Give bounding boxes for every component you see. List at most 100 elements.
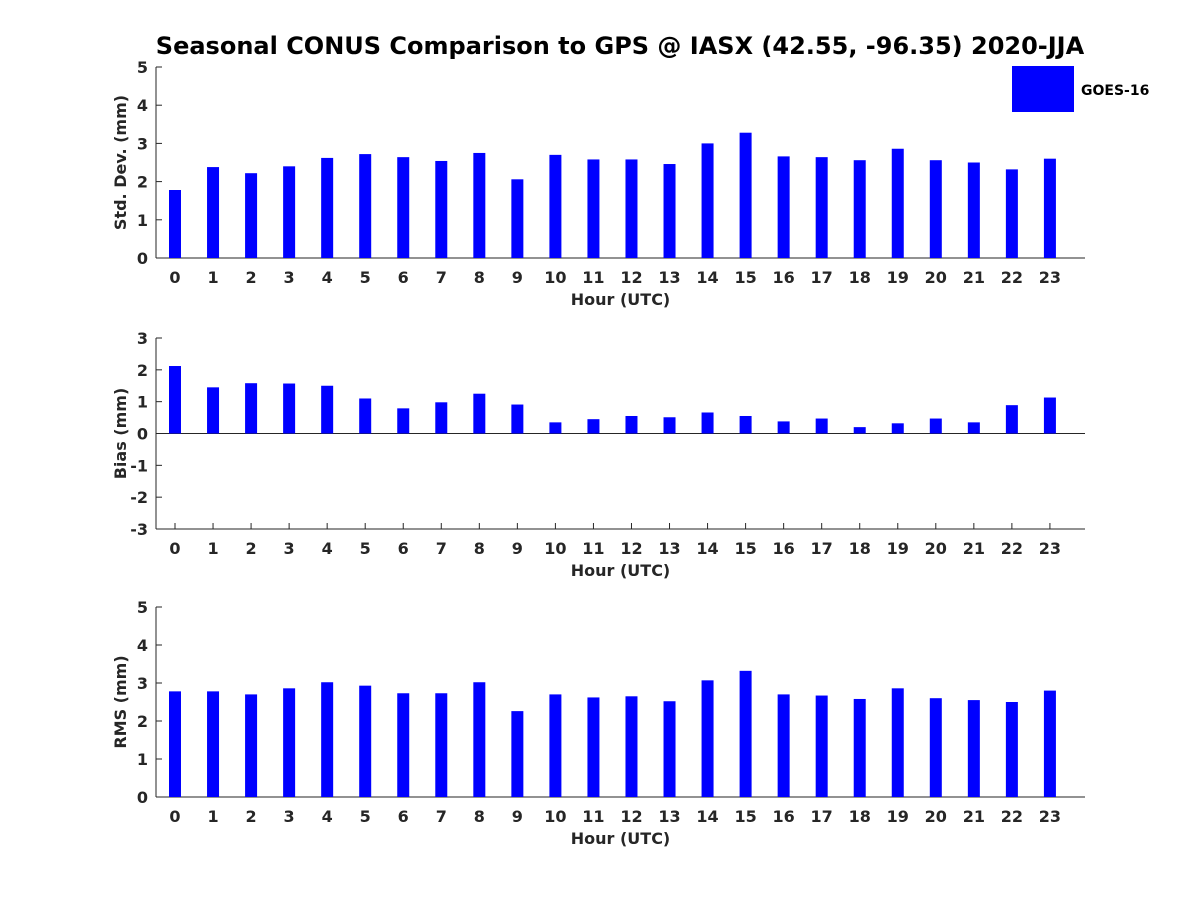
bias-x-tick-label: 15: [734, 539, 756, 558]
std-dev-bar-hour-15: [739, 132, 752, 258]
std-dev-x-tick-label: 2: [246, 268, 257, 287]
rms-x-tick-label: 12: [620, 807, 642, 826]
bias-bar-hour-10: [549, 422, 562, 434]
std-dev-x-tick-label: 22: [1001, 268, 1023, 287]
rms-x-tick-label: 18: [849, 807, 871, 826]
bias-bar-hour-12: [625, 415, 638, 434]
bias-bar-hour-16: [777, 421, 790, 434]
rms-x-tick-label: 20: [925, 807, 947, 826]
bias-bar-hour-3: [283, 383, 296, 434]
rms-x-axis-label: Hour (UTC): [571, 829, 671, 848]
bias-bar-hour-18: [853, 427, 866, 434]
bias-x-tick-label: 20: [925, 539, 947, 558]
rms-x-tick-label: 19: [887, 807, 909, 826]
rms-bar-hour-9: [511, 711, 524, 797]
rms-y-axis-label: RMS (mm): [111, 655, 130, 748]
bias-x-tick-label: 10: [544, 539, 566, 558]
std-dev-x-tick-label: 3: [284, 268, 295, 287]
std-dev-bar-hour-14: [701, 143, 714, 258]
rms-bar-hour-10: [549, 694, 562, 797]
rms-y-tick-label: 2: [137, 712, 148, 731]
bias-bar-hour-20: [929, 418, 942, 434]
rms-bar-hour-2: [245, 694, 258, 797]
bias-y-tick-label: 2: [137, 361, 148, 380]
std-dev-y-tick-label: 4: [137, 96, 148, 115]
rms-x-tick-label: 15: [734, 807, 756, 826]
rms-bar-hour-14: [701, 680, 714, 797]
std-dev-x-tick-label: 20: [925, 268, 947, 287]
rms-bar-hour-15: [739, 670, 752, 797]
std-dev-y-tick-label: 1: [137, 211, 148, 230]
bias-y-tick-label: 0: [137, 425, 148, 444]
legend-swatch: [1012, 66, 1074, 112]
rms-y-tick-label: 5: [137, 598, 148, 617]
bias-x-tick-label: 18: [849, 539, 871, 558]
std-dev-bar-hour-4: [321, 157, 334, 258]
std-dev-y-tick-label: 2: [137, 173, 148, 192]
bias-bar-hour-13: [663, 417, 676, 434]
rms-bar-hour-23: [1043, 690, 1056, 797]
bias-bar-hour-11: [587, 419, 600, 434]
bias-bar-hour-4: [321, 385, 334, 434]
bias-bar-hour-6: [397, 408, 410, 434]
std-dev-bar-hour-12: [625, 159, 638, 258]
legend: GOES-16: [1012, 66, 1149, 112]
rms-x-tick-label: 10: [544, 807, 566, 826]
std-dev-bar-hour-22: [1005, 169, 1018, 258]
std-dev-bar-hour-18: [853, 160, 866, 258]
rms-bar-hour-17: [815, 695, 828, 797]
std-dev-x-axis-label: Hour (UTC): [571, 290, 671, 309]
rms-bar-hour-8: [473, 682, 486, 797]
std-dev-bar-hour-23: [1043, 158, 1056, 258]
rms-x-tick-label: 21: [963, 807, 985, 826]
rms-x-tick-label: 2: [246, 807, 257, 826]
rms-x-tick-label: 1: [207, 807, 218, 826]
bias-x-tick-label: 8: [474, 539, 485, 558]
std-dev-x-tick-label: 10: [544, 268, 566, 287]
bias-bar-hour-23: [1043, 397, 1056, 434]
rms-bar-hour-1: [207, 691, 220, 797]
std-dev-x-tick-label: 19: [887, 268, 909, 287]
bias-x-tick-label: 14: [696, 539, 718, 558]
bias-x-tick-label: 5: [360, 539, 371, 558]
rms-x-tick-label: 8: [474, 807, 485, 826]
bias-bar-hour-1: [207, 387, 220, 434]
std-dev-bar-hour-20: [929, 160, 942, 258]
bias-x-axis-label: Hour (UTC): [571, 561, 671, 580]
bias-y-tick-label: -2: [130, 488, 148, 507]
std-dev-x-tick-label: 1: [207, 268, 218, 287]
rms-x-tick-label: 7: [436, 807, 447, 826]
std-dev-x-tick-label: 18: [849, 268, 871, 287]
std-dev-bar-hour-0: [169, 190, 181, 258]
std-dev-x-tick-label: 9: [512, 268, 523, 287]
std-dev-x-tick-label: 0: [169, 268, 180, 287]
rms-bar-hour-12: [625, 696, 638, 797]
std-dev-x-tick-label: 12: [620, 268, 642, 287]
rms-bar-hour-11: [587, 697, 600, 797]
std-dev-bar-hour-21: [967, 162, 980, 258]
std-dev-bar-hour-10: [549, 154, 562, 258]
figure-title: Seasonal CONUS Comparison to GPS @ IASX …: [156, 32, 1085, 60]
bias-x-tick-label: 11: [582, 539, 604, 558]
std-dev-bar-hour-16: [777, 156, 790, 258]
rms-y-tick-label: 0: [137, 788, 148, 807]
std-dev-bar-hour-19: [891, 148, 904, 258]
std-dev-bar-hour-11: [587, 159, 600, 258]
rms-bar-hour-19: [891, 688, 904, 797]
rms-x-tick-label: 5: [360, 807, 371, 826]
bias-bar-hour-21: [967, 422, 980, 434]
rms-x-tick-label: 14: [696, 807, 718, 826]
bias-bar-hour-7: [435, 402, 448, 434]
rms-x-tick-label: 17: [811, 807, 833, 826]
bias-bar-hour-2: [245, 383, 258, 434]
bias-bar-hour-9: [511, 404, 524, 434]
rms-x-tick-label: 11: [582, 807, 604, 826]
bias-x-tick-label: 9: [512, 539, 523, 558]
rms-bar-hour-18: [853, 698, 866, 797]
bias-x-tick-label: 3: [284, 539, 295, 558]
rms-x-tick-label: 16: [773, 807, 795, 826]
std-dev-x-tick-label: 17: [811, 268, 833, 287]
